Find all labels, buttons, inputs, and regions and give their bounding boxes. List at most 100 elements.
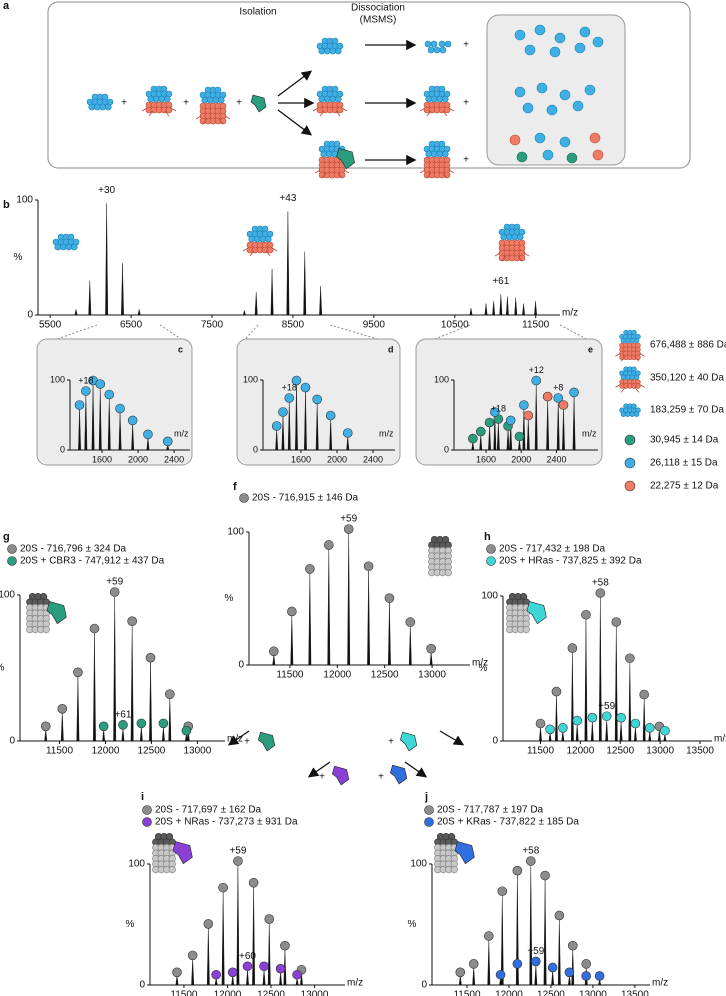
peak bbox=[346, 435, 350, 451]
peak-marker bbox=[158, 718, 169, 729]
icon-bead bbox=[430, 150, 438, 158]
icon-bead bbox=[441, 150, 449, 158]
peak-marker bbox=[165, 689, 175, 700]
icon-bead bbox=[566, 152, 578, 164]
peak-annotation: +60 bbox=[239, 951, 256, 962]
panel-letter: j bbox=[424, 791, 428, 803]
x-tick-label: 2000 bbox=[128, 454, 148, 464]
peak bbox=[184, 733, 188, 742]
icon-bead bbox=[633, 411, 640, 417]
legend-label: 676,488 ± 886 Da bbox=[650, 340, 726, 351]
x-axis-label: m/z bbox=[174, 428, 189, 438]
peak bbox=[367, 569, 371, 666]
x-tick-label: 13500 bbox=[686, 746, 714, 757]
icon-bead bbox=[334, 47, 342, 55]
peak bbox=[275, 428, 279, 451]
icon-bead bbox=[522, 102, 534, 114]
plus-sign: + bbox=[319, 772, 325, 783]
y-tick-label: 100 bbox=[128, 859, 145, 870]
y-tick-label: 0 bbox=[27, 310, 33, 321]
icon-ligand bbox=[46, 601, 67, 625]
x-tick-label: 2000 bbox=[327, 454, 347, 464]
peak bbox=[91, 383, 95, 451]
peak-marker bbox=[73, 667, 83, 678]
icon-bead bbox=[559, 136, 571, 148]
y-tick-label: 100 bbox=[434, 374, 449, 384]
x-tick-label: 11500 bbox=[527, 746, 555, 757]
peak bbox=[648, 730, 652, 742]
peak-marker bbox=[551, 686, 562, 697]
peak bbox=[131, 423, 135, 451]
peak-annotation: +18 bbox=[282, 382, 297, 392]
peak-marker bbox=[531, 375, 542, 386]
peak-marker bbox=[136, 718, 147, 729]
icon-bead bbox=[65, 243, 73, 251]
plus-sign: + bbox=[378, 772, 384, 783]
spectrum-i: i 0 100 11500 12000 12500 13000% m/z 20S - 717,6… bbox=[126, 791, 364, 996]
icon-bead bbox=[266, 246, 274, 254]
peak-annotation: +58 bbox=[592, 578, 609, 589]
peak-marker bbox=[564, 967, 575, 978]
icon-bead bbox=[500, 233, 508, 241]
peak-marker bbox=[405, 617, 416, 627]
x-axis-label: m/z bbox=[379, 428, 394, 438]
icon-bead bbox=[534, 132, 546, 144]
peak-marker bbox=[587, 712, 598, 723]
peak-marker bbox=[545, 724, 555, 735]
peak-marker bbox=[218, 882, 228, 893]
icon-bead bbox=[436, 95, 444, 103]
icon-bead bbox=[444, 568, 452, 577]
x-tick-label: 2400 bbox=[363, 454, 383, 464]
icon-bead bbox=[438, 40, 446, 48]
peak-marker bbox=[384, 593, 395, 603]
x-tick-label: 11500 bbox=[46, 746, 74, 757]
peak bbox=[286, 211, 290, 316]
spectrum-b: b 0 100 5500 6500 7500 8500 9500 10500 11500% m/z +… bbox=[3, 185, 578, 331]
icon-bead bbox=[574, 42, 586, 54]
icon-bead bbox=[536, 82, 548, 94]
peak bbox=[98, 386, 102, 451]
icon-legs bbox=[195, 115, 231, 125]
x-tick-label: 11500 bbox=[276, 670, 304, 681]
icon-ligand bbox=[331, 765, 350, 786]
legend-label: 26,118 ± 15 Da bbox=[650, 458, 718, 469]
peak-marker bbox=[275, 963, 286, 974]
peak bbox=[279, 971, 282, 986]
peak-marker bbox=[639, 689, 649, 700]
x-tick-label: 7500 bbox=[201, 320, 224, 331]
peak-annotation: +59 bbox=[106, 577, 123, 588]
peak bbox=[575, 723, 579, 742]
peak-marker bbox=[512, 959, 523, 969]
legend-swatch bbox=[239, 493, 249, 503]
peak-marker bbox=[468, 433, 478, 444]
icon-bead bbox=[633, 374, 640, 380]
peak bbox=[496, 421, 500, 451]
icon-bead bbox=[592, 36, 604, 48]
y-tick-label: 0 bbox=[492, 736, 498, 747]
peak bbox=[472, 966, 476, 986]
x-axis-label: m/z bbox=[714, 734, 726, 745]
peak bbox=[214, 977, 218, 986]
peak bbox=[499, 977, 503, 986]
peak bbox=[76, 675, 80, 742]
icon-ligand bbox=[336, 148, 355, 170]
peak bbox=[571, 948, 575, 986]
peak-marker bbox=[127, 415, 138, 426]
x-tick-label: 1600 bbox=[291, 454, 311, 464]
peak bbox=[231, 975, 235, 986]
icon-bead bbox=[158, 95, 166, 103]
peak bbox=[121, 263, 124, 316]
icon-bead bbox=[559, 89, 571, 101]
x-tick-label: 13000 bbox=[579, 990, 607, 996]
icon-bead bbox=[54, 243, 62, 251]
icon-bead bbox=[88, 103, 96, 111]
peak bbox=[270, 268, 274, 316]
peak bbox=[304, 390, 307, 451]
peak bbox=[84, 393, 88, 451]
icon-bead bbox=[425, 95, 433, 103]
peak bbox=[556, 400, 560, 451]
x-tick-label: 12000 bbox=[566, 746, 594, 757]
peak bbox=[526, 418, 530, 451]
peak bbox=[492, 301, 496, 316]
legend-label: 183,259 ± 70 Da bbox=[650, 405, 724, 416]
